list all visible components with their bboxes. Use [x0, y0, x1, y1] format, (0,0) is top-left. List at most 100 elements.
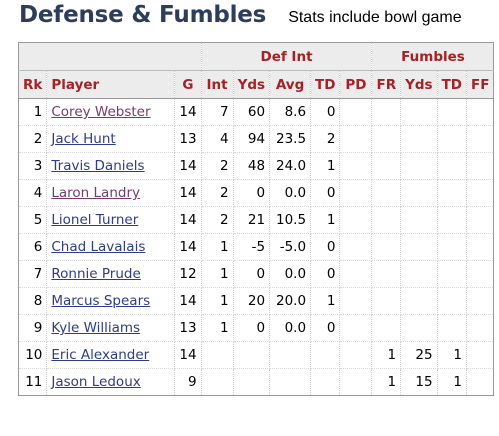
fr-yds-cell [400, 314, 438, 342]
fr-td-cell [436, 287, 468, 315]
pd-cell [339, 341, 373, 369]
games-cell: 14 [174, 98, 202, 126]
int-cell: 7 [200, 98, 234, 126]
rk-cell: 10 [17, 341, 48, 369]
games-cell: 14 [174, 152, 202, 180]
fr-cell [371, 314, 402, 342]
fr-cell: 1 [371, 368, 402, 396]
games-cell: 13 [174, 314, 202, 342]
column-header-ff[interactable]: FF [465, 70, 495, 99]
int-td-cell: 2 [310, 125, 341, 153]
ff-cell [465, 341, 495, 369]
player-link[interactable]: Corey Webster [51, 104, 151, 120]
column-header-pd[interactable]: PD [339, 70, 373, 99]
fr-cell [371, 287, 402, 315]
int-cell [200, 368, 234, 396]
rk-cell: 8 [17, 287, 48, 315]
int-yds-cell: 48 [232, 152, 271, 180]
player-cell: Eric Alexander [46, 341, 176, 369]
pd-cell [339, 260, 373, 288]
table-row: 7 Ronnie Prude 12 1 0 0.0 0 [17, 260, 495, 288]
int-avg-cell: 20.0 [269, 287, 312, 315]
int-cell: 2 [200, 179, 234, 207]
pd-cell [339, 233, 373, 261]
fr-cell [371, 179, 402, 207]
int-cell: 2 [200, 206, 234, 234]
int-avg-cell: 10.5 [269, 206, 312, 234]
column-header-player[interactable]: Player [46, 70, 176, 99]
rk-cell: 5 [17, 206, 48, 234]
ff-cell [465, 260, 495, 288]
player-link[interactable]: Jack Hunt [51, 131, 116, 147]
fr-cell [371, 125, 402, 153]
player-link[interactable]: Eric Alexander [51, 347, 150, 363]
int-avg-cell: 0.0 [269, 260, 312, 288]
column-header-int-yds[interactable]: Yds [232, 70, 271, 99]
ff-cell [465, 206, 495, 234]
table-row: 2 Jack Hunt 13 4 94 23.5 2 [17, 125, 495, 153]
fr-yds-cell [400, 125, 438, 153]
rk-cell: 11 [17, 368, 48, 396]
table-row: 8 Marcus Spears 14 1 20 20.0 1 [17, 287, 495, 315]
fr-td-cell: 1 [436, 341, 468, 369]
int-cell [200, 341, 234, 369]
column-header-g[interactable]: G [174, 70, 202, 99]
int-cell: 1 [200, 314, 234, 342]
column-header-row: Rk Player G Int Yds Avg TD PD FR Yds TD … [17, 70, 495, 99]
player-link[interactable]: Ronnie Prude [51, 266, 141, 282]
games-cell: 12 [174, 260, 202, 288]
int-yds-cell [232, 341, 271, 369]
player-link[interactable]: Marcus Spears [51, 293, 151, 309]
fr-td-cell [436, 314, 468, 342]
rk-cell: 7 [17, 260, 48, 288]
player-cell: Chad Lavalais [46, 233, 176, 261]
fr-td-cell: 1 [436, 368, 468, 396]
fr-yds-cell [400, 152, 438, 180]
fr-cell [371, 260, 402, 288]
games-cell: 9 [174, 368, 202, 396]
player-link[interactable]: Chad Lavalais [51, 239, 146, 255]
column-header-rk[interactable]: Rk [17, 70, 48, 99]
column-header-int-td[interactable]: TD [310, 70, 341, 99]
int-yds-cell: 0 [232, 179, 271, 207]
player-cell: Ronnie Prude [46, 260, 176, 288]
column-header-int[interactable]: Int [200, 70, 234, 99]
table-row: 10 Eric Alexander 14 1 25 1 [17, 341, 495, 369]
fr-td-cell [436, 206, 468, 234]
fr-td-cell [436, 125, 468, 153]
player-link[interactable]: Jason Ledoux [51, 374, 141, 390]
player-cell: Travis Daniels [46, 152, 176, 180]
rk-cell: 9 [17, 314, 48, 342]
player-link[interactable]: Laron Landry [51, 185, 140, 201]
player-link[interactable]: Lionel Turner [51, 212, 139, 228]
int-avg-cell: 0.0 [269, 314, 312, 342]
int-yds-cell: 20 [232, 287, 271, 315]
fr-td-cell [436, 152, 468, 180]
int-td-cell [310, 341, 341, 369]
pd-cell [339, 152, 373, 180]
player-link[interactable]: Travis Daniels [51, 158, 145, 174]
int-cell: 1 [200, 233, 234, 261]
column-header-fr[interactable]: FR [371, 70, 402, 99]
int-yds-cell: 0 [232, 314, 271, 342]
page-title: Defense & Fumbles [19, 2, 267, 28]
table-row: 9 Kyle Williams 13 1 0 0.0 0 [17, 314, 495, 342]
int-avg-cell: -5.0 [269, 233, 312, 261]
ff-cell [465, 314, 495, 342]
column-header-avg[interactable]: Avg [269, 70, 312, 99]
fr-cell [371, 98, 402, 126]
player-link[interactable]: Kyle Williams [51, 320, 141, 336]
over-header-fumbles: Fumbles [371, 42, 495, 71]
int-yds-cell: 21 [232, 206, 271, 234]
int-avg-cell: 23.5 [269, 125, 312, 153]
table-row: 6 Chad Lavalais 14 1 -5 -5.0 0 [17, 233, 495, 261]
column-header-fr-td[interactable]: TD [436, 70, 468, 99]
ff-cell [465, 179, 495, 207]
int-cell: 2 [200, 152, 234, 180]
pd-cell [339, 98, 373, 126]
int-yds-cell: 0 [232, 260, 271, 288]
int-avg-cell [269, 368, 312, 396]
column-header-fr-yds[interactable]: Yds [400, 70, 438, 99]
player-cell: Lionel Turner [46, 206, 176, 234]
